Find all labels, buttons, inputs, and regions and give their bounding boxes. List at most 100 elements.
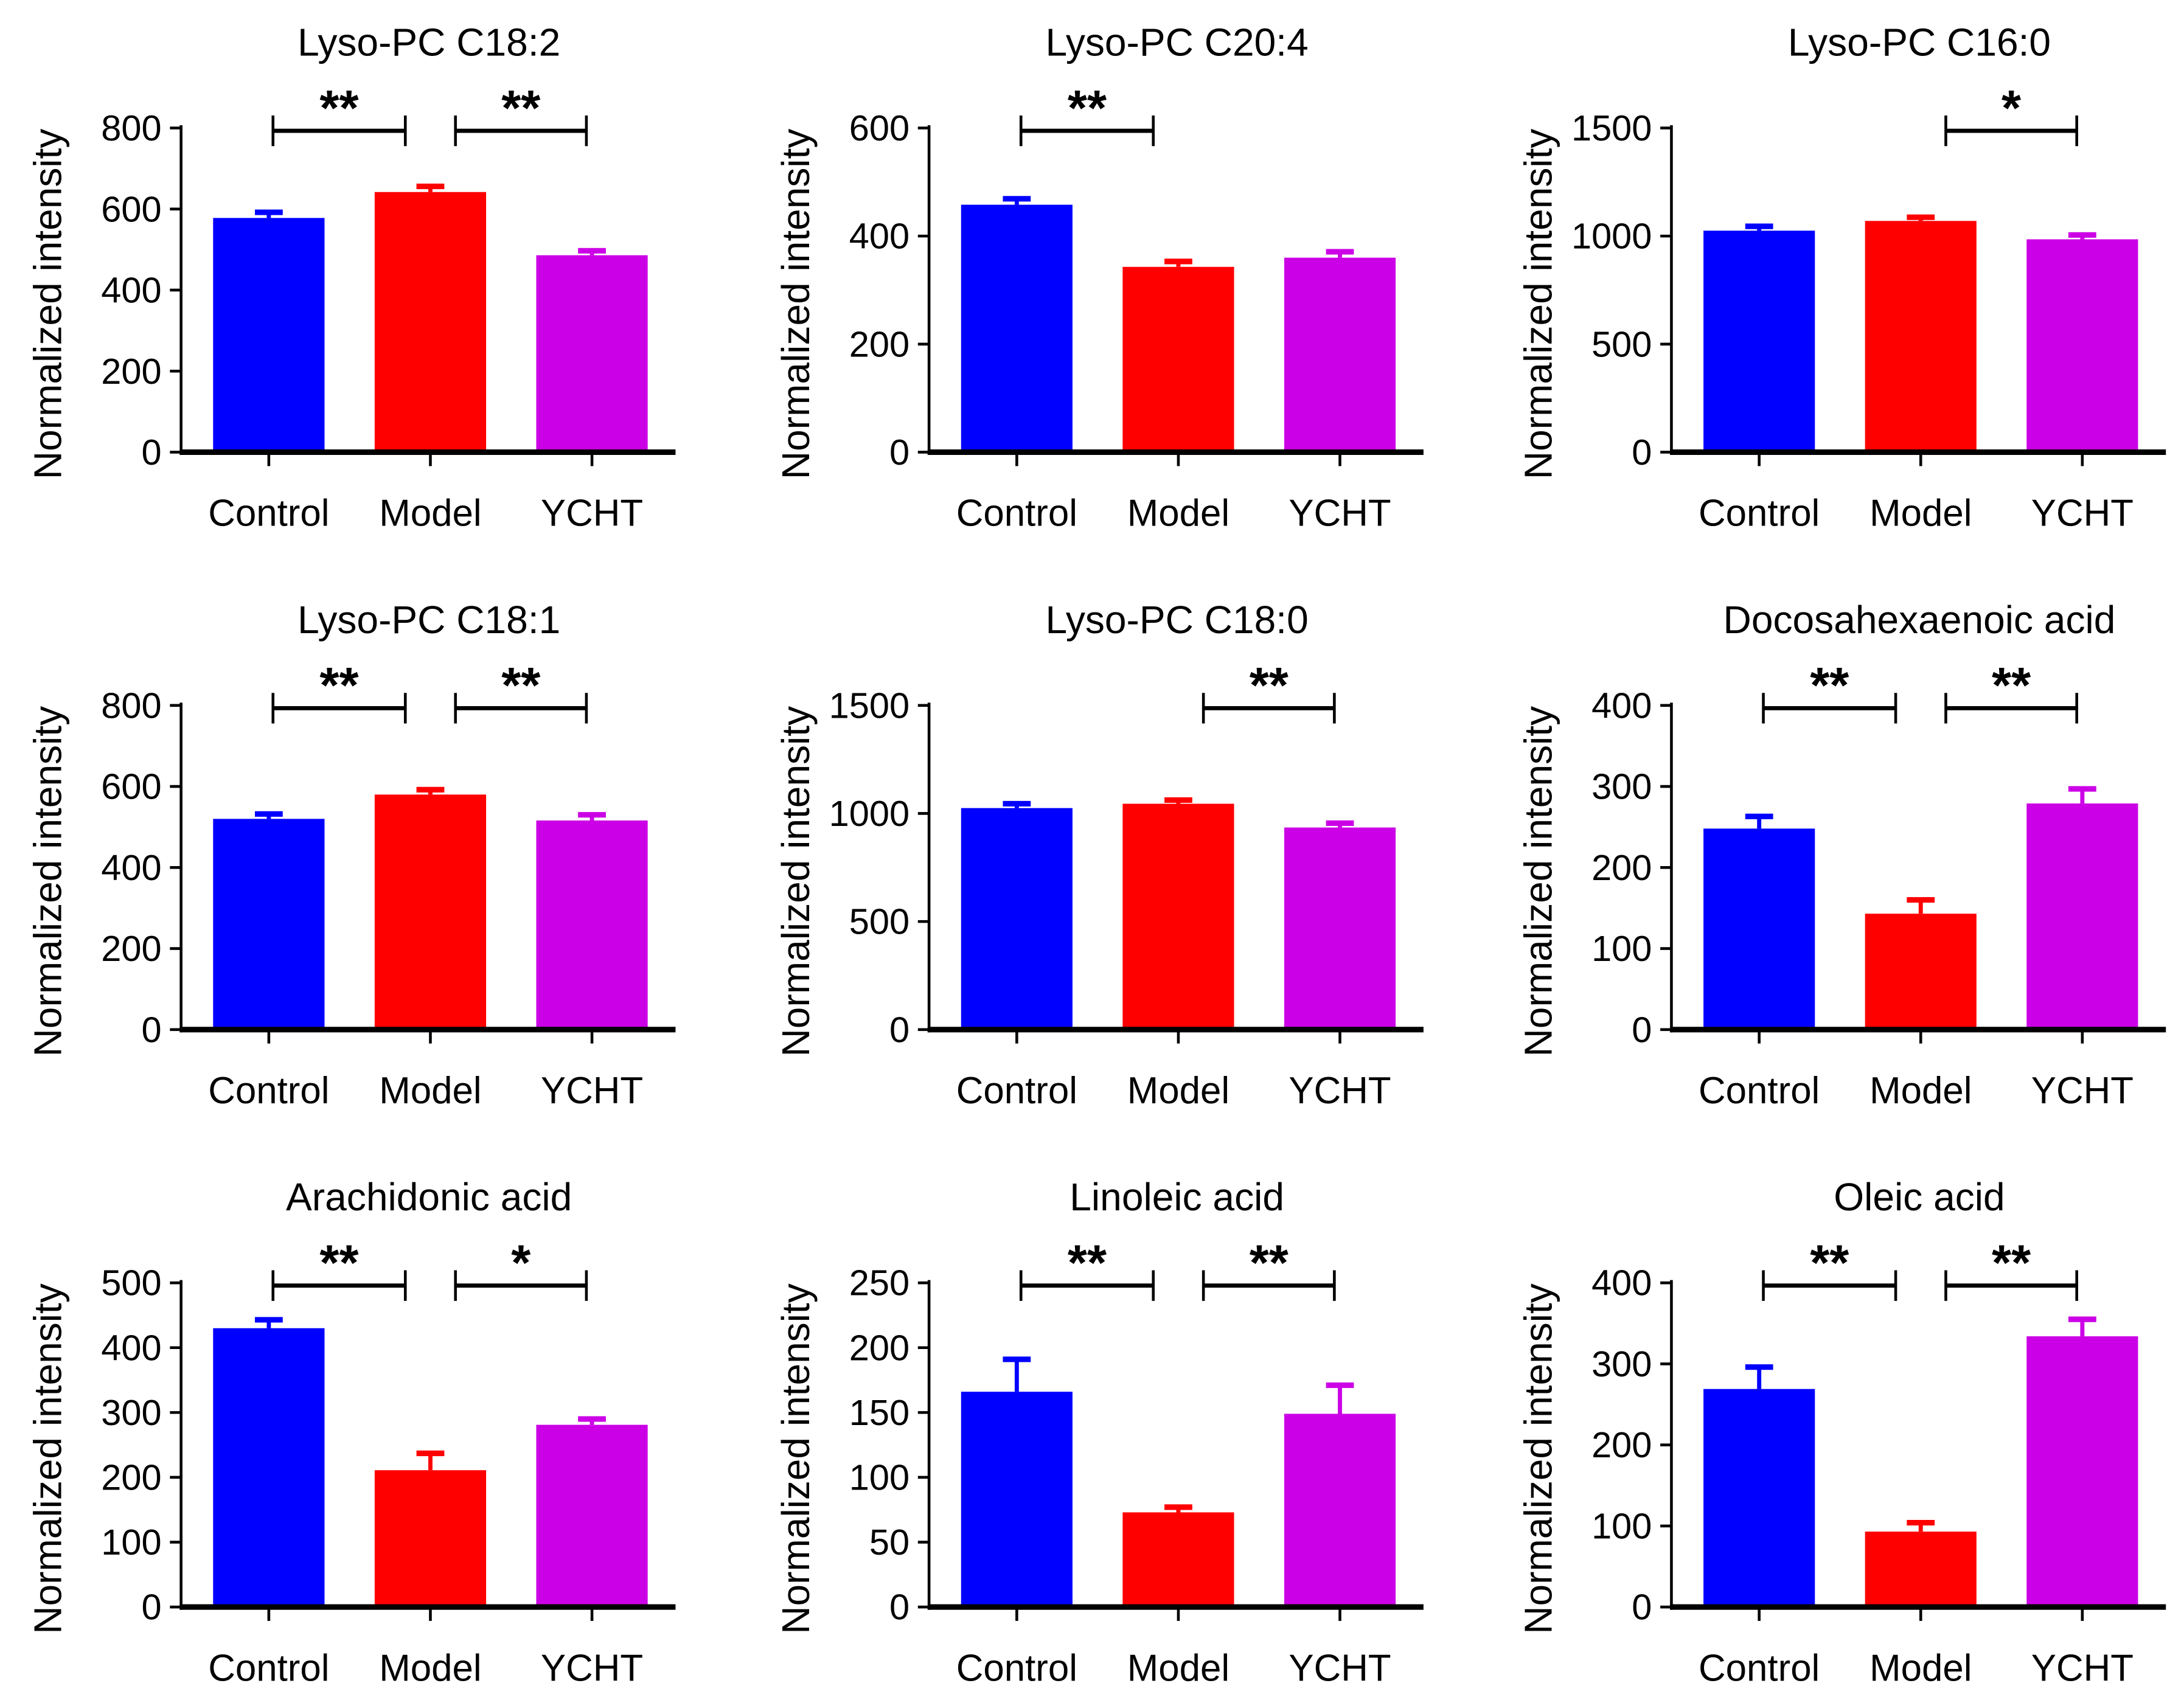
- y-tick-label: 600: [101, 189, 161, 229]
- y-axis-label: Normalized intensity: [26, 706, 70, 1057]
- significance-bracket: **: [454, 80, 588, 147]
- y-axis-label: Normalized intensity: [774, 706, 818, 1057]
- y-tick-label: 400: [849, 216, 909, 257]
- significance-label: **: [1810, 657, 1849, 713]
- significance-label: **: [319, 657, 358, 713]
- y-tick-label: 500: [849, 901, 909, 942]
- significance-bracket: **: [454, 657, 588, 724]
- y-tick-label: 0: [1632, 1009, 1652, 1050]
- x-tick-label: Model: [1127, 1647, 1229, 1689]
- significance-bracket: *: [1944, 80, 2078, 147]
- significance-label: *: [511, 1235, 530, 1291]
- y-axis-label: Normalized intensity: [1517, 1283, 1560, 1634]
- x-tick-label: YCHT: [541, 1647, 643, 1689]
- x-tick-label: Model: [1127, 493, 1229, 535]
- chart-title: Linoleic acid: [1069, 1175, 1284, 1219]
- bar-control: [213, 819, 325, 1030]
- y-tick-label: 400: [101, 847, 161, 888]
- significance-label: **: [1992, 657, 2031, 713]
- x-tick-label: YCHT: [1288, 1070, 1391, 1112]
- bar-control: [961, 1392, 1073, 1608]
- y-tick-label: 100: [101, 1522, 161, 1563]
- y-tick-label: 800: [101, 685, 161, 726]
- bar-ycht: [1284, 827, 1396, 1030]
- significance-label: **: [319, 80, 358, 136]
- bar-ycht: [1284, 257, 1396, 453]
- x-tick-label: Model: [1869, 1647, 1972, 1689]
- y-tick-label: 500: [1591, 324, 1652, 364]
- bar-ycht: [536, 820, 648, 1030]
- chart-panel: Lyso-PC C20:4 Normalized intensity Control…: [774, 21, 1424, 535]
- y-tick-label: 200: [849, 324, 909, 364]
- y-tick-label: 200: [1591, 847, 1652, 888]
- bar-model: [1122, 803, 1234, 1030]
- chart-title: Lyso-PC C20:4: [1046, 21, 1309, 64]
- significance-label: **: [1992, 1235, 2031, 1291]
- bar-control: [961, 204, 1073, 453]
- y-tick-label: 50: [869, 1522, 909, 1563]
- y-tick-label: 0: [889, 1587, 909, 1628]
- x-tick-label: YCHT: [2031, 1647, 2134, 1689]
- chart-panel: Lyso-PC C18:1 Normalized intensity Control…: [26, 598, 676, 1112]
- y-tick-label: 600: [101, 766, 161, 807]
- x-tick-label: YCHT: [1288, 1647, 1391, 1689]
- bar-control: [961, 808, 1073, 1030]
- bar-model: [1865, 914, 1977, 1030]
- significance-bracket: **: [271, 657, 407, 724]
- significance-label: *: [2001, 80, 2021, 136]
- y-tick-label: 0: [141, 1009, 161, 1050]
- chart-title: Docosahexaenoic acid: [1723, 598, 2116, 642]
- y-tick-label: 1000: [1571, 216, 1652, 257]
- y-tick-label: 1500: [1571, 108, 1652, 148]
- x-tick-label: Model: [1127, 1070, 1229, 1112]
- x-tick-label: Model: [1869, 1070, 1972, 1112]
- y-tick-label: 300: [1591, 766, 1652, 807]
- y-tick-label: 0: [141, 432, 161, 473]
- y-tick-label: 0: [889, 432, 909, 473]
- chart-panel: Oleic acid Normalized intensity Control Mod…: [1517, 1175, 2166, 1689]
- significance-label: **: [1250, 1235, 1288, 1291]
- significance-bracket: **: [1202, 657, 1336, 724]
- chart-panel: Linoleic acid Normalized intensity Control…: [774, 1175, 1424, 1689]
- y-tick-label: 0: [141, 1587, 161, 1628]
- x-tick-label: Model: [1869, 493, 1972, 535]
- y-tick-label: 500: [101, 1263, 161, 1303]
- y-tick-label: 200: [101, 1457, 161, 1498]
- x-tick-label: Model: [379, 1647, 481, 1689]
- significance-bracket: **: [1762, 657, 1897, 724]
- bar-ycht: [536, 1424, 648, 1608]
- bar-model: [1122, 266, 1234, 453]
- significance-bracket: **: [1019, 80, 1155, 147]
- y-tick-label: 600: [849, 108, 909, 148]
- y-axis-label: Normalized intensity: [1517, 129, 1560, 480]
- significance-label: **: [501, 80, 540, 136]
- x-tick-label: Control: [1699, 1647, 1820, 1689]
- significance-bracket: **: [271, 80, 407, 147]
- y-tick-label: 0: [889, 1009, 909, 1050]
- significance-bracket: **: [1762, 1235, 1897, 1301]
- y-tick-label: 400: [1591, 685, 1652, 726]
- bar-control: [1703, 828, 1815, 1030]
- x-tick-label: YCHT: [541, 493, 643, 535]
- x-tick-label: Control: [1699, 1070, 1820, 1112]
- y-axis-label: Normalized intensity: [774, 1283, 818, 1634]
- y-tick-label: 200: [101, 351, 161, 392]
- chart-panel: Lyso-PC C18:2 Normalized intensity Control…: [26, 21, 676, 535]
- significance-bracket: **: [271, 1235, 407, 1301]
- y-tick-label: 150: [849, 1392, 909, 1433]
- bar-control: [1703, 1389, 1815, 1608]
- y-tick-label: 300: [101, 1392, 161, 1433]
- y-tick-label: 100: [1591, 928, 1652, 969]
- significance-bracket: **: [1944, 657, 2078, 724]
- y-tick-label: 400: [101, 270, 161, 311]
- bar-model: [374, 192, 487, 453]
- x-tick-label: Control: [1699, 493, 1820, 535]
- x-tick-label: YCHT: [1288, 493, 1391, 535]
- bar-control: [1703, 231, 1815, 453]
- bar-ycht: [2026, 239, 2138, 453]
- x-tick-label: YCHT: [2031, 493, 2134, 535]
- y-tick-label: 300: [1591, 1344, 1652, 1384]
- chart-title: Lyso-PC C16:0: [1788, 21, 2051, 64]
- chart-title: Oleic acid: [1834, 1175, 2005, 1219]
- x-tick-label: Model: [379, 1070, 481, 1112]
